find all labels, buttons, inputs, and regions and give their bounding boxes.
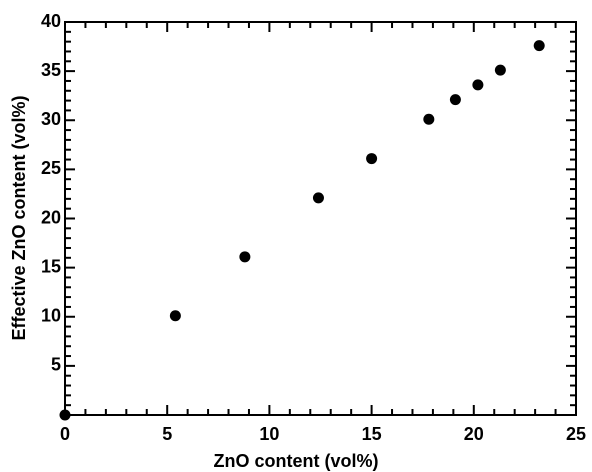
y-tick-label: 5 xyxy=(51,355,61,375)
x-tick-label: 0 xyxy=(60,424,70,444)
y-axis-title: Effective ZnO content (vol%) xyxy=(9,95,29,340)
point xyxy=(533,40,545,52)
point xyxy=(312,192,324,204)
x-tick-label: 10 xyxy=(259,424,279,444)
point xyxy=(423,113,435,125)
point xyxy=(494,64,506,76)
y-tick-label: 40 xyxy=(41,11,61,31)
x-tick-label: 5 xyxy=(162,424,172,444)
x-tick-label: 25 xyxy=(566,424,586,444)
y-tick-label: 10 xyxy=(41,306,61,326)
point xyxy=(449,94,461,106)
point xyxy=(472,79,484,91)
y-tick-label: 30 xyxy=(41,109,61,129)
x-tick-label: 15 xyxy=(362,424,382,444)
point xyxy=(59,409,71,421)
x-tick-label: 20 xyxy=(464,424,484,444)
x-axis-title: ZnO content (vol%) xyxy=(214,451,379,471)
y-tick-label: 35 xyxy=(41,60,61,80)
y-tick-label: 15 xyxy=(41,256,61,276)
point xyxy=(366,153,378,165)
y-tick-label: 20 xyxy=(41,207,61,227)
point xyxy=(169,310,181,322)
plot-frame xyxy=(64,21,577,416)
point xyxy=(239,251,251,263)
y-tick-label: 25 xyxy=(41,158,61,178)
